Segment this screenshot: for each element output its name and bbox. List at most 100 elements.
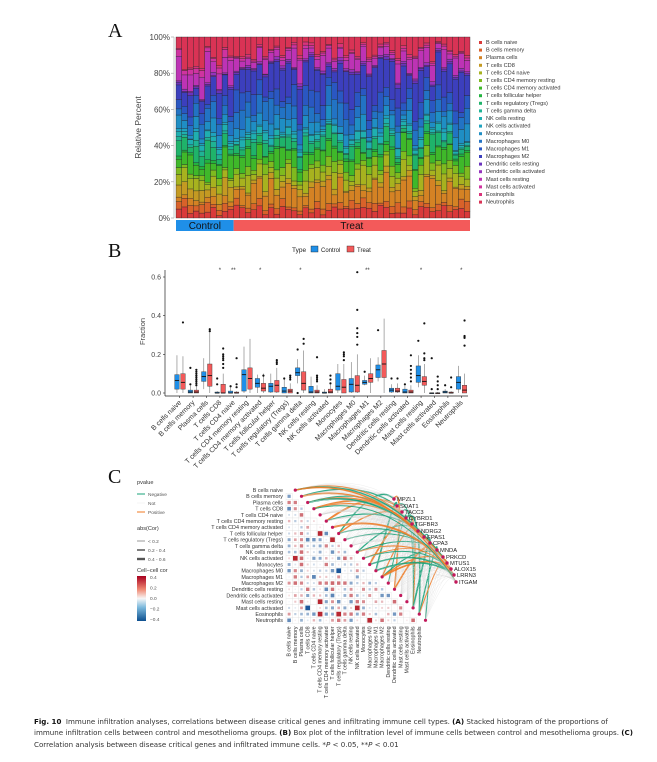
correlation-square bbox=[319, 606, 322, 609]
correlation-square bbox=[306, 612, 310, 616]
colorbar-tick-label: −0.4 bbox=[150, 617, 160, 623]
outlier-point bbox=[315, 378, 319, 381]
outlier-point bbox=[189, 383, 192, 386]
correlation-square bbox=[330, 550, 335, 554]
gene-label: TGFBR3 bbox=[415, 522, 438, 528]
panel-letter-b: B bbox=[108, 240, 122, 262]
correlation-square bbox=[362, 569, 365, 572]
column-label: B cells memory bbox=[293, 626, 299, 663]
row-label: B cells naive bbox=[253, 488, 283, 494]
correlation-square bbox=[299, 550, 304, 554]
gene-node bbox=[422, 535, 426, 539]
box bbox=[180, 373, 186, 390]
correlation-square bbox=[287, 494, 291, 498]
correlation-square bbox=[337, 563, 340, 566]
gene-node bbox=[449, 567, 453, 571]
correlation-square bbox=[362, 606, 365, 610]
outlier-point bbox=[216, 383, 219, 386]
cell-node bbox=[411, 606, 415, 610]
outlier-point bbox=[235, 357, 238, 360]
y-tick-label: 0.4 bbox=[151, 313, 161, 320]
correlation-square bbox=[343, 618, 347, 622]
correlation-square bbox=[317, 531, 323, 536]
correlation-square bbox=[367, 617, 373, 623]
correlation-square bbox=[299, 556, 304, 561]
correlation-square bbox=[293, 569, 297, 573]
correlation-square bbox=[324, 594, 328, 597]
correlation-square bbox=[317, 611, 323, 617]
correlation-square bbox=[344, 576, 346, 578]
row-label: Neutrophils bbox=[256, 618, 284, 624]
outlier-point bbox=[195, 370, 198, 373]
row-label: T cells CD4 memory activated bbox=[211, 525, 283, 531]
correlation-square bbox=[369, 601, 371, 603]
outlier-point bbox=[289, 378, 292, 381]
legend-label: T cells CD4 naive bbox=[486, 70, 530, 76]
outlier-point bbox=[222, 359, 225, 362]
correlation-square bbox=[318, 550, 322, 554]
cell-node bbox=[380, 575, 384, 579]
correlation-square bbox=[349, 600, 353, 604]
column-label: Mast cells resting bbox=[398, 626, 404, 668]
legend-swatch bbox=[479, 109, 482, 113]
outlier-point bbox=[315, 374, 319, 377]
row-label: Mast cells activated bbox=[236, 606, 283, 612]
correlation-square bbox=[406, 619, 408, 622]
box bbox=[314, 389, 320, 394]
gene-label: MNDA bbox=[440, 548, 457, 554]
correlation-square bbox=[356, 588, 359, 591]
panel-letter-c: C bbox=[108, 466, 122, 488]
correlation-square bbox=[300, 588, 303, 591]
row-label: Eosinophils bbox=[255, 612, 283, 618]
row-label: Macrophages M1 bbox=[241, 575, 283, 581]
correlation-square bbox=[336, 611, 342, 617]
cell-node bbox=[337, 531, 341, 536]
legend-label: T cells CD8 bbox=[486, 63, 515, 69]
correlation-square bbox=[343, 588, 347, 591]
box bbox=[328, 388, 333, 394]
correlation-square bbox=[344, 600, 346, 603]
panel-letter-a: A bbox=[108, 20, 123, 42]
outlier-point bbox=[342, 359, 345, 362]
outlier-point bbox=[195, 380, 198, 383]
row-label: NK cells resting bbox=[246, 550, 283, 556]
cell-node bbox=[361, 556, 366, 560]
correlation-square bbox=[288, 557, 291, 560]
outlier-point bbox=[222, 357, 225, 360]
outlier-point bbox=[208, 328, 211, 331]
correlation-square bbox=[369, 576, 371, 578]
correlation-square bbox=[317, 599, 323, 605]
y-tick-label: 40% bbox=[154, 142, 170, 151]
correlation-square bbox=[368, 594, 372, 597]
colorbar bbox=[137, 576, 146, 621]
correlation-square bbox=[324, 600, 328, 604]
outlier-point bbox=[302, 342, 305, 345]
correlation-square bbox=[374, 619, 377, 622]
correlation-square bbox=[386, 593, 390, 598]
row-label: B cells memory bbox=[246, 494, 283, 500]
correlation-square bbox=[361, 587, 366, 591]
legend-swatch bbox=[479, 101, 482, 105]
correlation-square bbox=[294, 588, 297, 591]
correlation-square bbox=[387, 601, 389, 603]
correlation-square bbox=[331, 618, 334, 622]
correlation-square bbox=[288, 526, 291, 529]
cell-node bbox=[318, 513, 322, 517]
correlation-square bbox=[318, 594, 322, 597]
outlier-point bbox=[222, 355, 225, 358]
y-tick-label: 0% bbox=[158, 214, 170, 223]
correlation-square bbox=[300, 612, 303, 616]
correlation-square bbox=[387, 619, 390, 622]
correlation-square bbox=[293, 575, 297, 579]
correlation-square bbox=[319, 563, 321, 566]
caption-thresh: < 0.05, ** bbox=[330, 739, 369, 749]
row-label: Plasma cells bbox=[253, 500, 284, 506]
legend-label: Neutrophils bbox=[486, 200, 514, 206]
legend-swatch bbox=[479, 170, 482, 174]
caption-c-text: Correlation analysis between disease cri… bbox=[34, 739, 326, 749]
stacked-bar-chart: 0% 20% 40% 60% 80% 100% Relative Percent Contro… bbox=[133, 33, 561, 232]
row-label: Mast cells resting bbox=[241, 600, 283, 606]
outlier-point bbox=[329, 374, 332, 377]
correlation-square bbox=[312, 551, 315, 554]
